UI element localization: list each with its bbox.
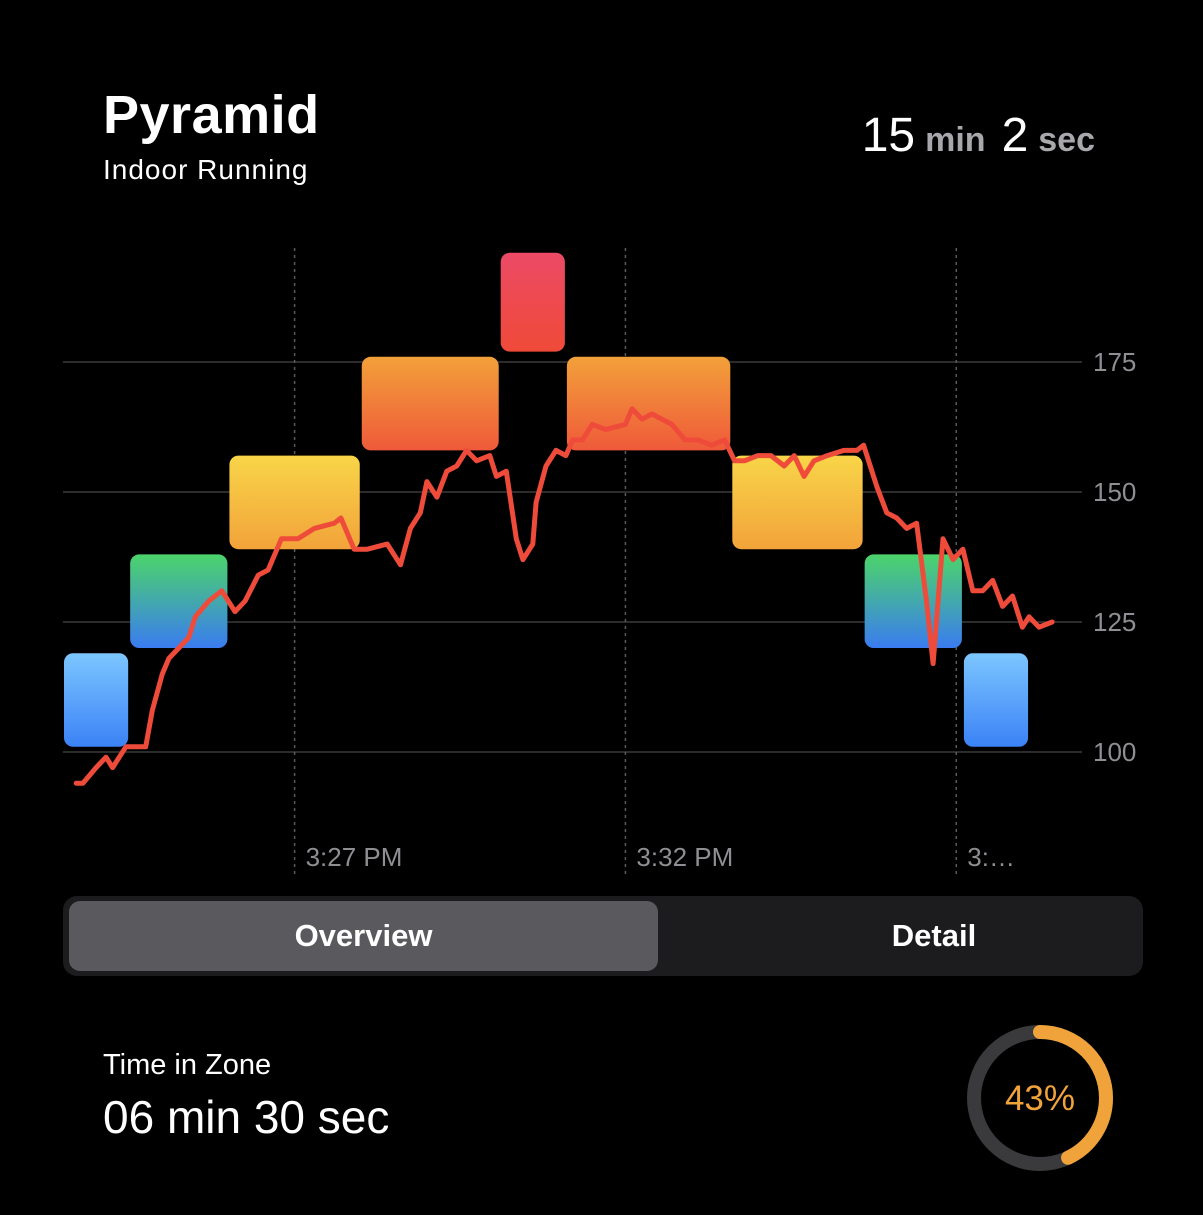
zone-block-7 [864, 554, 962, 648]
heart-rate-series [73, 406, 1055, 786]
zone-block-6 [732, 455, 863, 550]
tab-overview[interactable]: Overview [69, 901, 658, 971]
x-tick-label-0: 3:27 PM [306, 842, 403, 872]
ring-progress [967, 1025, 1113, 1171]
y-tick-label-175: 175 [1093, 347, 1136, 377]
y-tick-label-150: 150 [1093, 477, 1136, 507]
zone-block-8 [963, 653, 1029, 747]
zone-block-4 [500, 252, 565, 352]
y-tick-label-100: 100 [1093, 737, 1136, 767]
duration-minutes-unit: min [925, 121, 986, 159]
y-axis-labels: 175 150 125 100 [1093, 347, 1136, 767]
workout-title: Pyramid [103, 85, 320, 145]
duration-seconds-value: 2 [1001, 109, 1029, 162]
heart-rate-line [73, 406, 1055, 786]
view-segmented-control: Overview Detail [63, 896, 1143, 976]
zone-block-5 [566, 356, 731, 451]
zone-block-0 [64, 653, 129, 747]
heart-rate-chart[interactable]: 175 150 125 100 3:27 PM 3:32 PM 3:… [0, 230, 1203, 890]
zone-percentage-ring: 43% [967, 1025, 1113, 1171]
workout-duration: 15 min 2 sec [862, 108, 1101, 163]
x-axis-labels: 3:27 PM 3:32 PM 3:… [306, 842, 1015, 872]
time-in-zone-label: Time in Zone [103, 1049, 272, 1081]
time-in-zone-value: 06 min 30 sec [103, 1091, 390, 1143]
workout-subtitle: Indoor Running [103, 154, 309, 185]
duration-seconds-unit: sec [1038, 121, 1095, 159]
duration-minutes-value: 15 [861, 109, 916, 162]
y-tick-label-125: 125 [1093, 607, 1136, 637]
zone-block-1 [130, 554, 228, 648]
x-tick-label-1: 3:32 PM [636, 842, 733, 872]
zone-percentage-text: 43% [1005, 1079, 1075, 1118]
x-tick-label-2: 3:… [967, 842, 1015, 872]
tab-detail[interactable]: Detail [891, 918, 977, 953]
zone-block-2 [229, 455, 360, 550]
zone-block-3 [361, 356, 499, 451]
